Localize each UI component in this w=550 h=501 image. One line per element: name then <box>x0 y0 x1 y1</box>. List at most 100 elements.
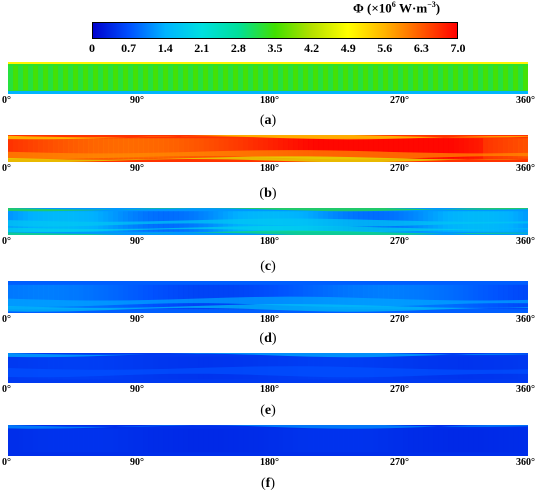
x-tick-label: 360° <box>516 457 535 468</box>
heatmap-cell <box>438 356 444 380</box>
heatmap-cell <box>183 138 189 159</box>
heatmap-cell <box>133 65 139 91</box>
heatmap-cell <box>153 428 159 453</box>
heatmap-cell <box>188 356 194 380</box>
heatmap-cell <box>328 284 334 310</box>
heatmap-cell <box>403 428 409 453</box>
heatmap-cell <box>438 428 444 453</box>
heatmap-cell <box>243 284 249 310</box>
heatmap-cell <box>428 284 434 310</box>
heatmap-cell <box>353 65 359 91</box>
heatmap-band <box>8 296 528 307</box>
heatmap-band <box>8 208 528 212</box>
heatmap-cell <box>258 428 264 453</box>
heatmap-cell <box>473 284 479 310</box>
heatmap-cell <box>18 65 24 91</box>
heatmap-cell <box>508 428 514 453</box>
heatmap-cell <box>423 138 429 159</box>
x-tick-label: 90° <box>130 95 144 106</box>
heatmap-cell <box>373 284 379 310</box>
heatmap-cell <box>23 356 29 380</box>
heatmap-cell <box>23 428 29 453</box>
heatmap-band <box>8 150 528 160</box>
heatmap-cell <box>328 138 334 159</box>
x-tick-label: 360° <box>516 384 535 395</box>
heatmap-cell <box>403 138 409 159</box>
heatmap-cell <box>353 138 359 159</box>
heatmap-cell <box>28 65 34 91</box>
heatmap-cell <box>178 284 184 310</box>
heatmap-cell <box>228 138 234 159</box>
heatmap-cell <box>18 356 24 380</box>
x-tick-label: 90° <box>130 163 144 174</box>
heatmap-cell <box>483 428 489 453</box>
heatmap-cell <box>263 428 269 453</box>
heatmap-cell <box>433 284 439 310</box>
heatmap-strip <box>8 62 528 94</box>
heatmap-cell <box>93 284 99 310</box>
heatmap-cell <box>118 65 124 91</box>
heatmap-cell <box>308 65 314 91</box>
heatmap-cell <box>398 284 404 310</box>
heatmap-cell <box>153 65 159 91</box>
heatmap-cell <box>393 356 399 380</box>
heatmap-strip <box>8 281 528 313</box>
heatmap-cell <box>98 356 104 380</box>
heatmap-cell <box>248 284 254 310</box>
heatmap-cell <box>193 428 199 453</box>
heatmap-cell <box>163 284 169 310</box>
heatmap-cell <box>93 211 99 232</box>
heatmap-cell <box>53 65 59 91</box>
x-tick-label: 270° <box>390 384 409 395</box>
heatmap-cell <box>418 428 424 453</box>
heatmap-cell <box>33 284 39 310</box>
heatmap-cell <box>458 65 464 91</box>
heatmap-cell <box>208 428 214 453</box>
heatmap-cell <box>138 138 144 159</box>
heatmap-cell <box>33 65 39 91</box>
heatmap-cell <box>338 138 344 159</box>
heatmap-cell <box>88 428 94 453</box>
heatmap-cell <box>138 428 144 453</box>
heatmap-cell <box>278 138 284 159</box>
heatmap-cell <box>503 356 509 380</box>
heatmap-cell <box>53 428 59 453</box>
heatmap-cell <box>468 65 474 91</box>
x-tick-label: 0° <box>2 314 11 325</box>
heatmap-cell <box>513 65 519 91</box>
heatmap-cell <box>368 138 374 159</box>
heatmap-cell <box>148 138 154 159</box>
heatmap-cell <box>123 138 129 159</box>
heatmap-cell <box>488 211 494 232</box>
heatmap-cell <box>208 65 214 91</box>
heatmap-cell <box>73 428 79 453</box>
heatmap-cell <box>53 284 59 310</box>
heatmap-cell <box>488 65 494 91</box>
heatmap-cell <box>463 211 469 232</box>
heatmap-cell <box>88 65 94 91</box>
heatmap-cell <box>23 138 29 159</box>
heatmap-cell <box>213 65 219 91</box>
heatmap-band <box>8 135 528 140</box>
heatmap-cell <box>493 356 499 380</box>
heatmap-cell <box>518 428 524 453</box>
x-tick-label: 0° <box>2 457 11 468</box>
heatmap-cell <box>348 284 354 310</box>
heatmap-cell <box>488 356 494 380</box>
heatmap-cell <box>313 65 319 91</box>
panel-label: (c) <box>260 259 276 274</box>
heatmap-cell <box>398 356 404 380</box>
heatmap-cell <box>503 138 509 159</box>
colorbar-tick-label: 3.5 <box>267 41 283 55</box>
heatmap-cell <box>428 138 434 159</box>
heatmap-cell <box>238 65 244 91</box>
heatmap-cell <box>423 428 429 453</box>
heatmap-cell <box>398 65 404 91</box>
heatmap-cell <box>108 65 114 91</box>
heatmap-cell <box>253 284 259 310</box>
heatmap-cell <box>458 284 464 310</box>
heatmap-cell <box>83 211 89 232</box>
heatmap-cell <box>43 284 49 310</box>
heatmap-cell <box>453 211 459 232</box>
colorbar-gradient <box>92 22 458 39</box>
